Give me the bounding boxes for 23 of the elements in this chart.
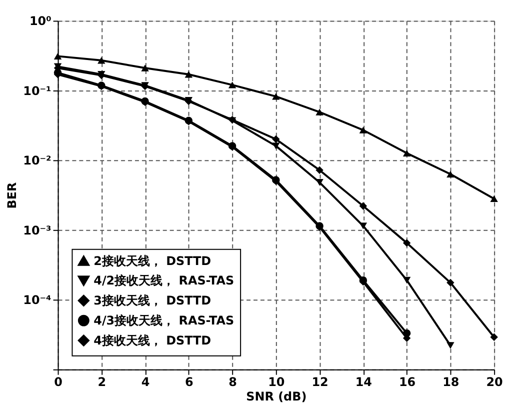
x-tick-label: 6 [185,374,194,389]
x-tick-label: 4 [141,374,150,389]
y-tick-label: 10⁻³ [23,223,52,238]
x-tick-label: 8 [228,374,237,389]
x-tick-label: 14 [355,374,372,389]
legend-label: 4/2接收天线， RAS-TAS [94,274,234,288]
legend-label: 3接收天线， DSTTD [94,294,212,308]
y-tick-label: 10⁻⁴ [23,293,52,308]
legend-label: 4/3接收天线， RAS-TAS [94,314,234,328]
legend-label: 4接收天线， DSTTD [94,333,212,348]
y-axis-title: BER [5,182,20,209]
x-tick-label: 12 [312,374,328,389]
legend-label: 2接收天线， DSTTD [94,254,212,268]
x-axis-title: SNR (dB) [246,390,307,404]
x-tick-label: 0 [54,374,62,389]
x-tick-label: 10 [268,374,285,389]
y-tick-label: 10⁻² [23,154,52,168]
x-tick-label: 2 [98,374,106,389]
x-tick-label: 20 [486,374,503,389]
x-tick-label: 18 [442,374,460,389]
y-tick-label: 10⁰ [29,14,52,28]
x-tick-label: 16 [398,374,416,389]
y-tick-label: 10⁻¹ [23,84,52,98]
